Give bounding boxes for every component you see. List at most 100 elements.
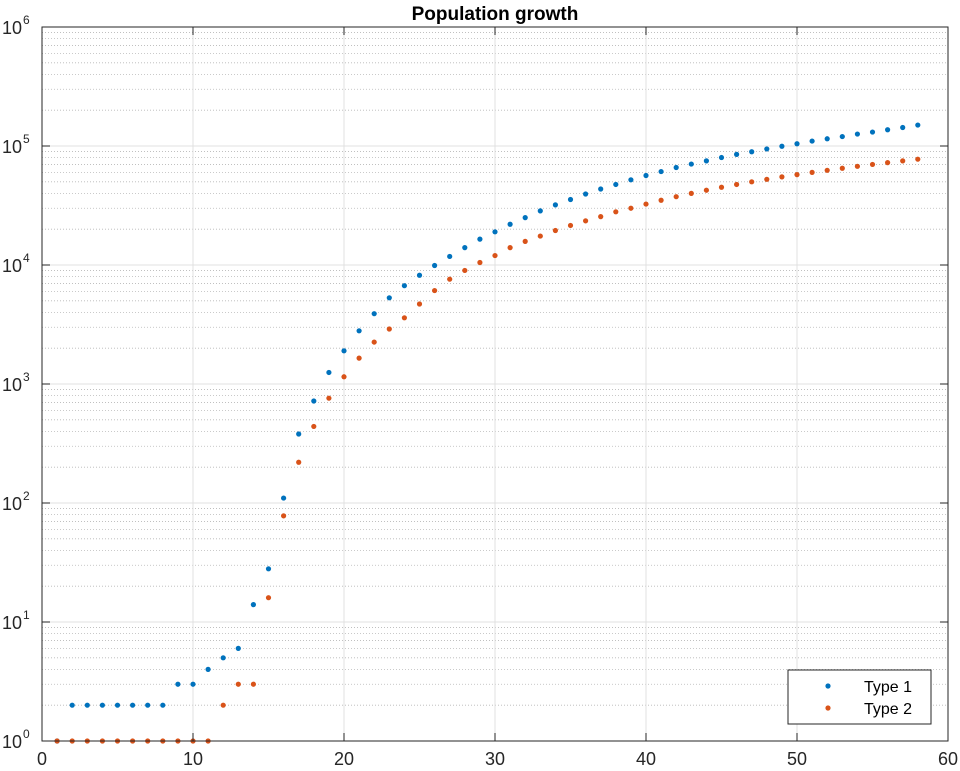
data-point <box>265 566 272 572</box>
y-tick-exponent: 4 <box>23 251 30 265</box>
data-point <box>99 702 105 708</box>
data-point <box>281 495 287 501</box>
data-point <box>416 272 423 278</box>
data-point <box>688 161 694 167</box>
chart-title: Population growth <box>412 4 579 25</box>
y-tick-label: 10 <box>2 613 22 633</box>
data-point <box>130 702 136 708</box>
data-point <box>869 161 876 168</box>
data-point <box>296 459 302 465</box>
data-point <box>809 138 815 144</box>
data-point <box>281 513 287 519</box>
data-point <box>779 174 785 180</box>
data-point <box>522 215 528 221</box>
data-point <box>567 196 574 203</box>
data-point <box>175 681 181 687</box>
data-point <box>507 221 513 227</box>
data-point <box>583 191 589 197</box>
data-point <box>114 702 121 708</box>
data-point <box>794 171 800 178</box>
data-point <box>341 348 347 354</box>
data-point <box>688 190 694 196</box>
y-tick-exponent: 0 <box>23 727 30 741</box>
legend-marker <box>825 683 831 689</box>
data-point <box>824 167 830 173</box>
data-point <box>401 283 407 289</box>
data-point <box>84 702 90 708</box>
data-point <box>854 131 861 137</box>
data-point <box>447 276 453 282</box>
legend-label: Type 1 <box>864 679 912 696</box>
data-point <box>386 326 392 332</box>
x-tick-label: 60 <box>938 749 958 769</box>
y-tick-label: 10 <box>2 494 22 514</box>
data-point <box>371 339 377 345</box>
data-point <box>220 702 226 708</box>
data-point <box>462 245 468 251</box>
data-point <box>356 328 362 334</box>
data-point <box>567 222 574 229</box>
data-point <box>462 267 468 274</box>
data-markers <box>54 122 921 744</box>
data-point <box>673 164 679 171</box>
data-point <box>220 655 226 661</box>
data-point <box>885 160 891 166</box>
data-point <box>854 163 861 169</box>
data-point <box>492 229 498 235</box>
data-point <box>341 374 347 380</box>
data-point <box>734 181 740 188</box>
data-point <box>643 201 649 207</box>
data-point <box>703 158 710 164</box>
data-point <box>869 129 876 135</box>
y-tick-exponent: 3 <box>23 370 30 384</box>
y-tick-label: 10 <box>2 18 22 38</box>
data-point <box>900 124 906 131</box>
data-point <box>613 209 619 215</box>
data-point <box>477 259 483 266</box>
y-tick-label: 10 <box>2 256 22 276</box>
data-point <box>779 143 785 149</box>
data-point <box>537 208 543 214</box>
data-point <box>265 595 272 601</box>
data-point <box>885 127 891 133</box>
data-point <box>326 395 332 401</box>
data-point <box>598 214 604 220</box>
x-tick-label: 50 <box>787 749 807 769</box>
data-point <box>205 666 211 672</box>
y-tick-exponent: 6 <box>23 13 30 27</box>
data-point <box>507 245 513 251</box>
data-point <box>839 133 845 140</box>
data-point <box>718 184 725 190</box>
data-point <box>250 681 256 687</box>
data-point <box>764 146 770 152</box>
data-point <box>658 197 664 203</box>
data-point <box>401 315 407 321</box>
data-point <box>643 172 649 179</box>
data-point <box>583 218 589 224</box>
data-point <box>824 136 830 142</box>
data-point <box>658 168 664 175</box>
data-point <box>552 227 559 234</box>
x-tick-label: 20 <box>334 749 354 769</box>
legend-label: Type 2 <box>864 701 912 718</box>
data-point <box>809 169 815 175</box>
data-point <box>839 165 845 171</box>
data-point <box>900 158 906 164</box>
data-point <box>296 431 302 437</box>
data-point <box>356 355 362 361</box>
data-point <box>447 253 453 260</box>
data-point <box>416 301 423 307</box>
data-point <box>326 369 332 376</box>
data-point <box>749 149 755 155</box>
data-point <box>235 645 241 652</box>
y-tick-exponent: 2 <box>23 489 30 503</box>
y-tick-label: 10 <box>2 732 22 752</box>
data-point <box>432 287 438 294</box>
data-point <box>311 398 317 404</box>
x-tick-label: 30 <box>485 749 505 769</box>
y-tick-exponent: 1 <box>23 608 30 622</box>
data-point <box>145 702 151 708</box>
data-point <box>477 236 483 242</box>
